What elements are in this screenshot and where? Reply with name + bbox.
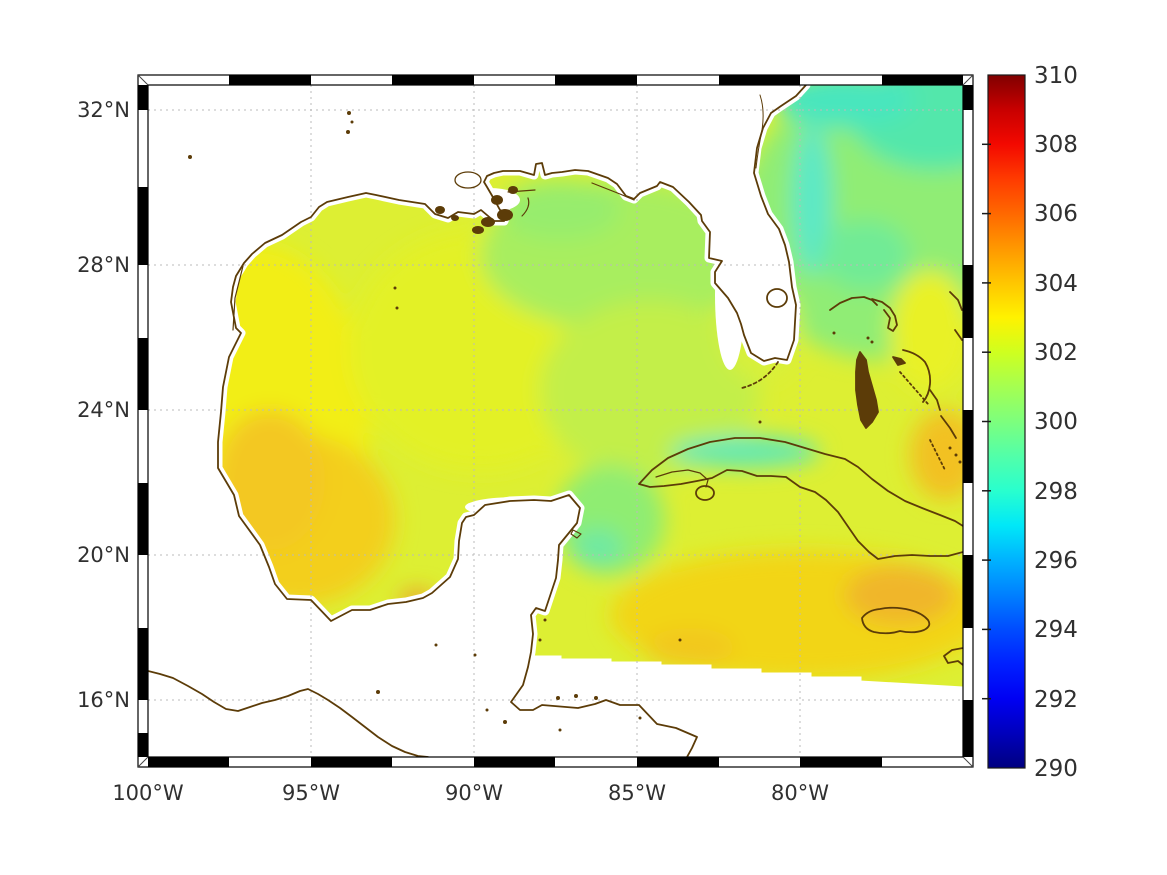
georgia-sounds bbox=[755, 94, 764, 169]
cbar-label-306: 306 bbox=[1034, 201, 1078, 227]
cat-island bbox=[929, 389, 941, 411]
grand-bahama bbox=[829, 296, 878, 311]
frame-corner-bevels bbox=[137, 74, 974, 768]
lon-label-90w: 90°W bbox=[445, 781, 503, 805]
yucatan-shelf-gap bbox=[465, 497, 569, 517]
swath-edge-mask bbox=[514, 655, 963, 757]
cbar-label-290: 290 bbox=[1034, 756, 1078, 782]
lat-label-20n: 20°N bbox=[77, 543, 130, 567]
pacific-coastline bbox=[148, 670, 429, 757]
cuba-batabano-line bbox=[655, 469, 709, 488]
texas-lagoon bbox=[232, 265, 244, 331]
mississippi-barrier-islands bbox=[507, 182, 635, 201]
gridlines bbox=[148, 85, 963, 757]
delta-marsh-blobs bbox=[435, 186, 518, 234]
island-specks bbox=[188, 111, 962, 732]
eleuthera bbox=[902, 349, 932, 403]
cozumel bbox=[570, 529, 582, 539]
mainland-coastline bbox=[217, 85, 807, 757]
cbar-label-302: 302 bbox=[1034, 340, 1078, 366]
cuba-coastline bbox=[638, 437, 963, 560]
map-frame bbox=[137, 74, 974, 768]
cbar-label-310: 310 bbox=[1034, 63, 1078, 89]
lon-label-100w: 100°W bbox=[112, 781, 184, 805]
lon-label-80w: 80°W bbox=[771, 781, 829, 805]
cbar-label-298: 298 bbox=[1034, 479, 1078, 505]
sst-field bbox=[148, 85, 963, 757]
colorbar-ticks bbox=[982, 143, 991, 700]
chandeleur-islands bbox=[521, 197, 530, 217]
axis-labels: 32°N 28°N 24°N 20°N 16°N 100°W 95°W 90°W… bbox=[77, 98, 829, 805]
delta-shelf-gap bbox=[460, 188, 520, 212]
cbar-label-300: 300 bbox=[1034, 409, 1078, 435]
lat-label-16n: 16°N bbox=[77, 688, 130, 712]
cbar-label-308: 308 bbox=[1034, 132, 1078, 158]
lat-label-28n: 28°N bbox=[77, 253, 130, 277]
colorbar: 310 308 306 304 302 300 298 296 294 292 … bbox=[982, 63, 1078, 782]
jamaica-coastline bbox=[861, 606, 931, 635]
andros bbox=[855, 351, 879, 429]
cbar-label-294: 294 bbox=[1034, 617, 1078, 643]
lake-pontchartrain bbox=[454, 171, 482, 189]
new-providence bbox=[892, 356, 906, 366]
cbar-label-304: 304 bbox=[1034, 271, 1078, 297]
cbar-label-292: 292 bbox=[1034, 687, 1078, 713]
lon-label-95w: 95°W bbox=[282, 781, 340, 805]
frame-black-segments bbox=[138, 75, 973, 767]
cbar-label-296: 296 bbox=[1034, 548, 1078, 574]
long-island bbox=[940, 415, 957, 439]
edge-islands-north bbox=[949, 291, 963, 341]
lake-okeechobee bbox=[766, 288, 788, 308]
coastlines bbox=[148, 85, 963, 757]
abaco bbox=[871, 298, 898, 332]
lat-label-24n: 24°N bbox=[77, 398, 130, 422]
haiti-tip-coastline bbox=[943, 647, 963, 666]
lon-label-85w: 85°W bbox=[608, 781, 666, 805]
colorbar-labels: 310 308 306 304 302 300 298 296 294 292 … bbox=[1034, 63, 1078, 782]
florida-keys bbox=[741, 361, 779, 389]
lat-label-32n: 32°N bbox=[77, 98, 130, 122]
isla-juventud bbox=[695, 485, 715, 501]
florida-shelf-gap bbox=[715, 220, 745, 370]
ragged-chain bbox=[929, 439, 946, 471]
colorbar-gradient bbox=[987, 74, 1026, 769]
exuma-chain bbox=[899, 371, 929, 405]
